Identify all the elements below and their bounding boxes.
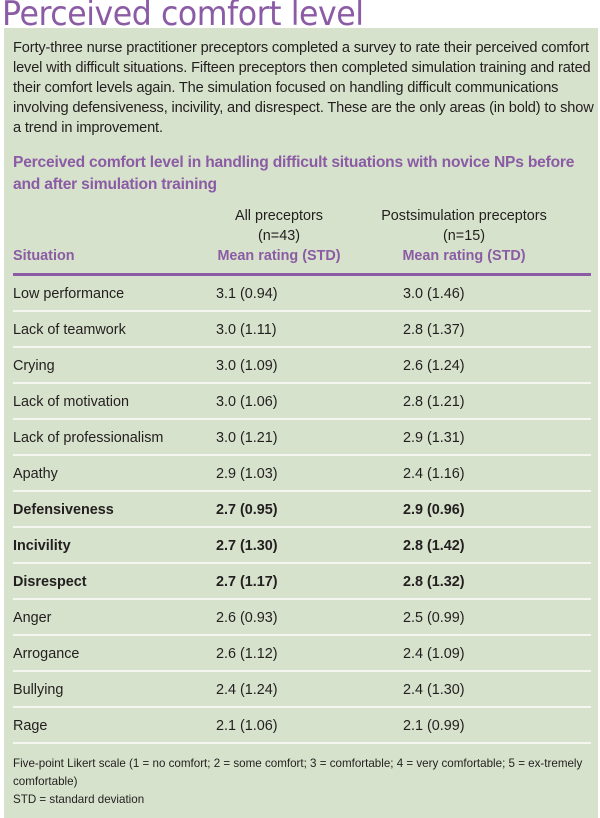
page-title: Perceived comfort level (2, 0, 364, 34)
post-rating-cell: 2.4 (1.16) (403, 466, 465, 482)
header-postsimulation-preceptors: Postsimulation preceptors (n=15) Mean ra… (369, 206, 559, 266)
header-divider (13, 273, 591, 276)
post-rating-cell: 2.8 (1.21) (403, 394, 465, 410)
situation-cell: Crying (13, 358, 55, 374)
likert-scale-note: Five-point Likert scale (1 = no comfort;… (13, 757, 583, 788)
post-rating-cell: 2.4 (1.30) (403, 682, 465, 698)
post-rating-cell: 2.4 (1.09) (403, 646, 465, 662)
table-row: Crying 3.0 (1.09) 2.6 (1.24) (13, 348, 591, 384)
post-rating-cell: 2.5 (0.99) (403, 610, 465, 626)
post-rating-cell: 2.1 (0.99) (403, 718, 465, 734)
header-all-preceptors: All preceptors (n=43) Mean rating (STD) (189, 206, 369, 266)
all-rating-cell: 3.1 (0.94) (216, 286, 278, 302)
all-rating-cell: 2.6 (0.93) (216, 610, 278, 626)
all-rating-cell: 3.0 (1.09) (216, 358, 278, 374)
all-rating-cell: 2.6 (1.12) (216, 646, 278, 662)
header-post-measure: Mean rating (STD) (402, 248, 526, 264)
std-definition-note: STD = standard deviation (13, 793, 145, 806)
post-rating-cell: 2.9 (1.31) (403, 430, 465, 446)
header-situation: Situation (13, 248, 75, 264)
table-row: Lack of professionalism 3.0 (1.21) 2.9 (… (13, 420, 591, 456)
post-rating-cell: 2.8 (1.37) (403, 322, 465, 338)
situation-cell: Lack of motivation (13, 394, 129, 410)
situation-cell: Low performance (13, 286, 125, 302)
header-post-group: Postsimulation preceptors (381, 208, 547, 224)
table-row-highlighted: Incivility 2.7 (1.30) 2.8 (1.42) (13, 528, 591, 564)
table-row: Bullying 2.4 (1.24) 2.4 (1.30) (13, 672, 591, 708)
header-all-n: (n=43) (258, 228, 300, 244)
all-rating-cell: 2.7 (1.17) (216, 574, 278, 590)
post-rating-cell: 2.9 (0.96) (403, 502, 465, 518)
post-rating-cell: 3.0 (1.46) (403, 286, 465, 302)
green-panel (4, 28, 598, 818)
table-row-highlighted: Defensiveness 2.7 (0.95) 2.9 (0.96) (13, 492, 591, 528)
all-rating-cell: 2.7 (1.30) (216, 538, 278, 554)
situation-cell: Defensiveness (13, 502, 114, 518)
situation-cell: Lack of professionalism (13, 430, 164, 446)
situation-cell: Lack of teamwork (13, 322, 126, 338)
all-rating-cell: 2.7 (0.95) (216, 502, 278, 518)
situation-cell: Anger (13, 610, 52, 626)
table-row: Arrogance 2.6 (1.12) 2.4 (1.09) (13, 636, 591, 672)
header-post-n: (n=15) (443, 228, 485, 244)
table-footnotes: Five-point Likert scale (1 = no comfort;… (13, 755, 598, 809)
intro-paragraph: Forty-three nurse practitioner preceptor… (13, 40, 594, 136)
situation-cell: Arrogance (13, 646, 80, 662)
post-rating-cell: 2.8 (1.32) (403, 574, 465, 590)
table-row-highlighted: Disrespect 2.7 (1.17) 2.8 (1.32) (13, 564, 591, 600)
situation-cell: Disrespect (13, 574, 87, 590)
table-row: Apathy 2.9 (1.03) 2.4 (1.16) (13, 456, 591, 492)
header-all-measure: Mean rating (STD) (217, 248, 341, 264)
header-all-group: All preceptors (235, 208, 323, 224)
situation-cell: Apathy (13, 466, 58, 482)
situation-cell: Incivility (13, 538, 71, 554)
all-rating-cell: 2.1 (1.06) (216, 718, 278, 734)
table-row: Rage 2.1 (1.06) 2.1 (0.99) (13, 708, 591, 744)
situation-cell: Rage (13, 718, 48, 734)
situation-cell: Bullying (13, 682, 64, 698)
table-row: Lack of teamwork 3.0 (1.11) 2.8 (1.37) (13, 312, 591, 348)
all-rating-cell: 3.0 (1.11) (216, 322, 277, 338)
post-rating-cell: 2.6 (1.24) (403, 358, 465, 374)
table-title: Perceived comfort level in handling diff… (13, 154, 575, 193)
table-row: Low performance 3.1 (0.94) 3.0 (1.46) (13, 276, 591, 312)
table-row: Anger 2.6 (0.93) 2.5 (0.99) (13, 600, 591, 636)
all-rating-cell: 3.0 (1.06) (216, 394, 278, 410)
all-rating-cell: 2.9 (1.03) (216, 466, 278, 482)
all-rating-cell: 2.4 (1.24) (216, 682, 278, 698)
table-row: Lack of motivation 3.0 (1.06) 2.8 (1.21) (13, 384, 591, 420)
post-rating-cell: 2.8 (1.42) (403, 538, 465, 554)
table-body: Low performance 3.1 (0.94) 3.0 (1.46) La… (13, 276, 591, 744)
all-rating-cell: 3.0 (1.21) (216, 430, 278, 446)
